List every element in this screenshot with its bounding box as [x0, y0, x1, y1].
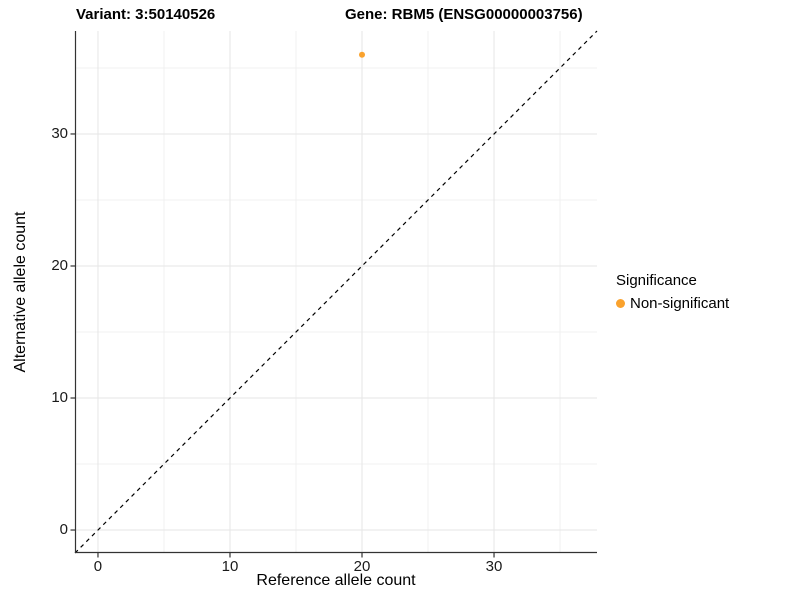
chart-panel: [70, 30, 598, 558]
y-tick-label: 20: [51, 256, 68, 274]
y-axis-title: Alternative allele count: [12, 211, 29, 373]
x-axis-title: Reference allele count: [256, 572, 416, 589]
y-tick-label: 30: [51, 124, 68, 142]
variant-title: Variant: 3:50140526: [76, 6, 216, 23]
x-tick-label: 0: [93, 558, 103, 575]
x-tick-label: 20: [353, 558, 371, 575]
x-tick-label: 10: [221, 558, 239, 575]
legend-title: Significance: [616, 272, 697, 289]
data-point: [359, 51, 366, 58]
chart-canvas: [70, 30, 598, 558]
y-tick-label: 10: [51, 389, 68, 406]
legend-point-icon: [616, 299, 625, 308]
y-tick-label: 0: [59, 521, 68, 539]
x-tick-label: 30: [485, 558, 503, 575]
legend-item-label: Non-significant: [630, 295, 730, 312]
gene-title: Gene: RBM5 (ENSG00000003756): [345, 6, 583, 23]
legend-item-non-significant: Non-significant: [616, 294, 729, 313]
legend: Significance Non-significant: [616, 271, 729, 313]
identity-reference-line: [74, 30, 598, 554]
